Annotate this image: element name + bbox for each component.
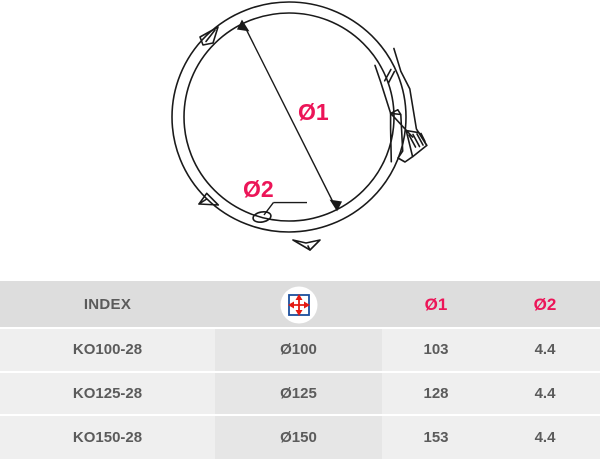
svg-text:Ø1: Ø1 xyxy=(298,99,329,125)
svg-text:Ø2: Ø2 xyxy=(243,176,274,202)
